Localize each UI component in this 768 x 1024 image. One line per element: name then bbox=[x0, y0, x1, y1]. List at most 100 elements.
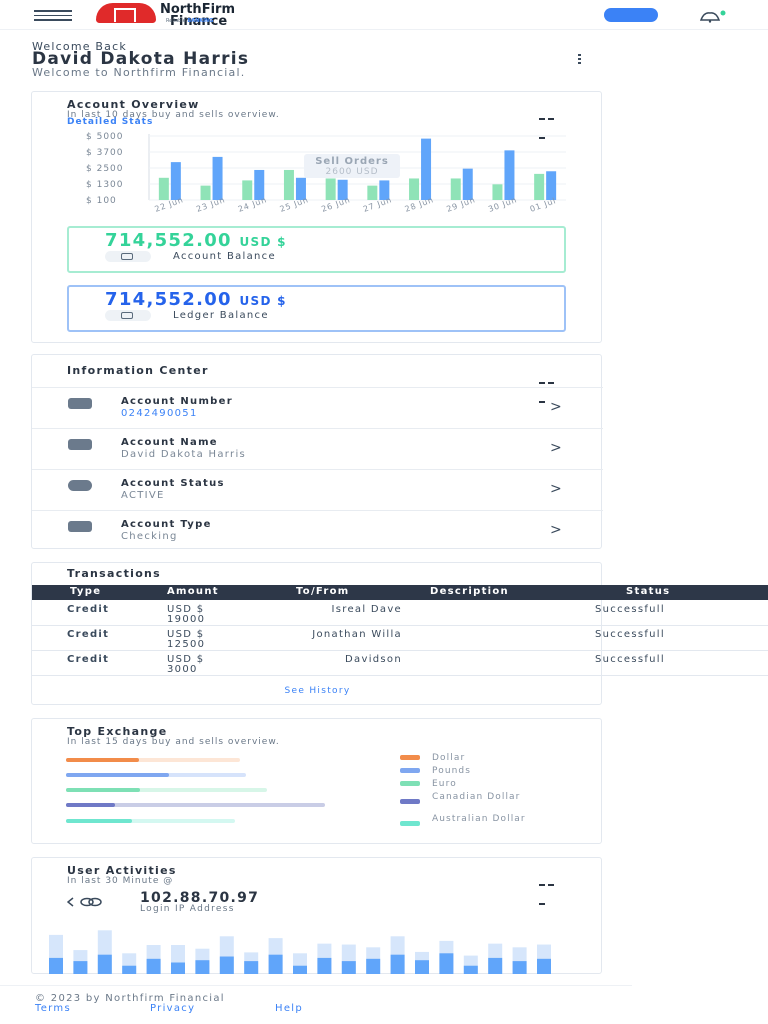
see-history-link[interactable]: See History bbox=[284, 686, 351, 696]
info-more-icon[interactable] bbox=[539, 369, 565, 403]
vertical-menu-icon[interactable] bbox=[578, 54, 581, 64]
chart-bar[interactable] bbox=[534, 173, 545, 200]
wallet-icon bbox=[105, 310, 151, 321]
legend-label: Canadian Dollar bbox=[432, 792, 521, 802]
account-overview-card: Account Overview In last 10 days buy and… bbox=[31, 91, 602, 343]
bell-icon[interactable] bbox=[698, 8, 730, 23]
x-tick-label: 23 Jun bbox=[195, 195, 226, 214]
chart-bar[interactable] bbox=[379, 180, 390, 200]
activity-bar bbox=[171, 962, 185, 974]
tx-to-from: Isreal Dave bbox=[331, 604, 402, 615]
exchange-bar-fill bbox=[66, 819, 132, 823]
tx-type: Credit bbox=[67, 604, 110, 615]
info-row-account-type[interactable]: Account Type Checking > bbox=[32, 510, 603, 551]
account-balance-label: Account Balance bbox=[173, 251, 276, 262]
transactions-table-header: Type Amount To/From Description Status bbox=[32, 585, 768, 600]
detailed-stats-link[interactable]: Detailed Stats bbox=[67, 117, 154, 127]
x-tick-label: 26 Jun bbox=[320, 195, 351, 214]
activity-bar bbox=[390, 954, 405, 974]
chart-bar[interactable] bbox=[409, 178, 420, 200]
chevron-right-icon[interactable]: > bbox=[550, 481, 562, 497]
activity-bar bbox=[49, 957, 63, 974]
chart-bar[interactable] bbox=[158, 177, 169, 200]
activity-more-icon[interactable] bbox=[539, 871, 565, 905]
chart-bar[interactable] bbox=[200, 185, 211, 200]
legend-label: Australian Dollar bbox=[432, 814, 526, 824]
column-header-description[interactable]: Description bbox=[430, 586, 509, 597]
activity-bar bbox=[73, 961, 88, 974]
footer-link-privacy[interactable]: Privacy bbox=[150, 1003, 196, 1014]
tx-to-from: Davidson bbox=[345, 654, 402, 665]
info-row-account-name[interactable]: Account Name David Dakota Harris > bbox=[32, 428, 603, 469]
legend-swatch bbox=[400, 821, 420, 826]
overview-more-icon[interactable] bbox=[539, 105, 565, 139]
chart-bar[interactable] bbox=[295, 177, 306, 200]
brand-logo[interactable]: NorthFirm Finance Reliable BANKING bbox=[96, 2, 286, 29]
column-header-to-from[interactable]: To/From bbox=[296, 586, 350, 597]
user-activities-card: User Activities In last 30 Minute @ 102.… bbox=[31, 857, 602, 974]
chart-tooltip: Sell Orders 2600 USD bbox=[304, 154, 400, 178]
chevron-right-icon[interactable]: > bbox=[550, 440, 562, 456]
ledger-balance-amount: 714,552.00 USD $ bbox=[105, 289, 287, 310]
chart-bar[interactable] bbox=[254, 169, 265, 200]
activity-bar bbox=[366, 958, 381, 974]
account-balance-amount: 714,552.00 USD $ bbox=[105, 230, 287, 251]
y-tick-label: $ 2500 bbox=[86, 164, 124, 174]
chart-bar[interactable] bbox=[421, 138, 432, 200]
ledger-balance-card[interactable]: 714,552.00 USD $ Ledger Balance bbox=[67, 285, 566, 332]
tx-status: Successfull bbox=[595, 654, 665, 665]
account-balance-card[interactable]: 714,552.00 USD $ Account Balance bbox=[67, 226, 566, 273]
chart-bar[interactable] bbox=[492, 184, 503, 200]
activity-bar bbox=[317, 957, 332, 974]
brand-name: NorthFirm Finance bbox=[160, 2, 235, 29]
info-row-account-number[interactable]: Account Number 0242490051 > bbox=[32, 387, 603, 428]
table-row[interactable]: Credit USD $ 12500 Jonathan Willa Succes… bbox=[32, 626, 768, 651]
ledger-balance-label: Ledger Balance bbox=[173, 310, 269, 321]
activity-bar bbox=[195, 960, 210, 974]
activity-bar bbox=[537, 958, 551, 974]
transactions-title: Transactions bbox=[67, 567, 162, 580]
x-tick-label: 27 Jun bbox=[362, 195, 393, 214]
footer-link-terms[interactable]: Terms bbox=[35, 1003, 71, 1014]
x-tick-label: 22 Jun bbox=[153, 195, 184, 214]
info-label: Account Status bbox=[121, 478, 225, 489]
overview-title: Account Overview bbox=[67, 98, 200, 111]
exchange-bar-euro bbox=[66, 788, 267, 792]
top-navbar: NorthFirm Finance Reliable BANKING bbox=[0, 0, 768, 30]
wallet-icon bbox=[105, 251, 151, 262]
chart-bar[interactable] bbox=[325, 178, 336, 200]
chart-bar[interactable] bbox=[170, 162, 181, 200]
chart-bar[interactable] bbox=[546, 171, 557, 200]
legend-swatch bbox=[400, 768, 420, 773]
activity-bar bbox=[122, 965, 137, 974]
info-label: Account Number bbox=[121, 396, 233, 407]
chart-bar[interactable] bbox=[367, 185, 378, 200]
table-row[interactable]: Credit USD $ 19000 Isreal Dave Successfu… bbox=[32, 601, 768, 626]
chart-bar[interactable] bbox=[283, 169, 294, 200]
column-header-amount[interactable]: Amount bbox=[167, 586, 219, 597]
y-tick-label: $ 5000 bbox=[86, 132, 124, 142]
chevron-right-icon[interactable]: > bbox=[550, 399, 562, 415]
tx-type: Credit bbox=[67, 629, 110, 640]
info-label: Account Name bbox=[121, 437, 218, 448]
chart-bar[interactable] bbox=[212, 156, 223, 200]
tooltip-value: 2600 USD bbox=[325, 167, 379, 177]
hamburger-icon[interactable] bbox=[34, 10, 72, 21]
footer-link-help[interactable]: Help bbox=[275, 1003, 303, 1014]
chevron-right-icon[interactable]: > bbox=[550, 522, 562, 538]
chart-bar[interactable] bbox=[337, 179, 348, 200]
question-icon bbox=[68, 480, 92, 491]
column-header-type[interactable]: Type bbox=[70, 586, 102, 597]
activity-bar bbox=[268, 954, 283, 974]
table-row[interactable]: Credit USD $ 3000 Davidson Successfull bbox=[32, 651, 768, 676]
info-row-account-status[interactable]: Account Status ACTIVE > bbox=[32, 469, 603, 510]
chart-bar[interactable] bbox=[504, 150, 515, 200]
footer-divider bbox=[0, 985, 632, 986]
info-value: ACTIVE bbox=[121, 490, 165, 501]
chart-bar[interactable] bbox=[242, 180, 253, 200]
chart-bar[interactable] bbox=[450, 178, 461, 200]
column-header-status[interactable]: Status bbox=[626, 586, 671, 597]
profile-pill-button[interactable] bbox=[604, 8, 658, 22]
chart-bar[interactable] bbox=[462, 168, 473, 200]
info-value: Checking bbox=[121, 531, 178, 542]
